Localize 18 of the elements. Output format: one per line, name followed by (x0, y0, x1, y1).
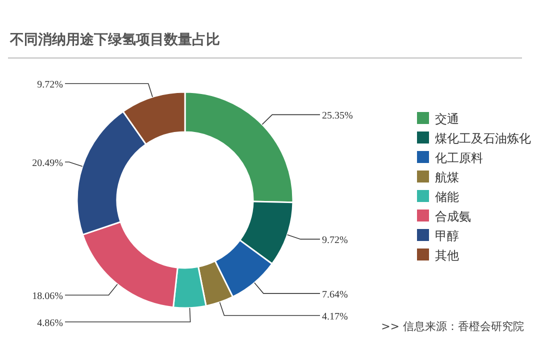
legend-label: 航煤 (435, 170, 459, 184)
data-label: 4.86% (37, 318, 63, 329)
legend-label: 储能 (435, 190, 459, 204)
chart-title: 不同消纳用途下绿氢项目数量占比 (9, 32, 220, 48)
legend-label: 其他 (435, 248, 459, 262)
data-label: 9.72% (37, 80, 63, 91)
text: >> 信息来源：香橙会研究院 (381, 320, 524, 333)
legend-label: 甲醇 (435, 229, 459, 243)
data-label: 20.49% (32, 158, 63, 170)
legend-label: 煤化工及石油炼化 (435, 132, 531, 146)
legend-label: 化工原料 (435, 151, 483, 165)
legend-label: 交通 (435, 112, 459, 126)
legend-label: 合成氨 (435, 210, 471, 224)
data-label: 4.17% (322, 312, 348, 323)
data-label: 18.06% (32, 291, 63, 302)
data-label: 25.35% (322, 110, 353, 122)
data-label: 9.72% (322, 235, 348, 246)
data-label: 7.64% (322, 289, 348, 300)
